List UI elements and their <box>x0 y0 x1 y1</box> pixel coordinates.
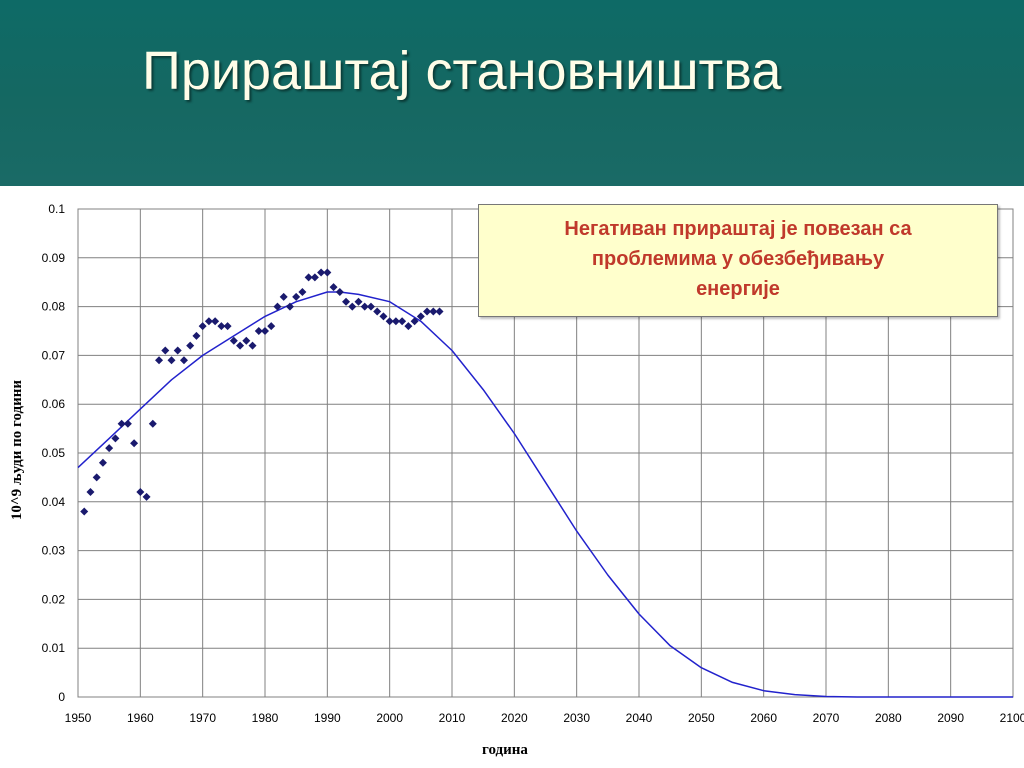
data-point <box>155 356 164 365</box>
y-tick-label: 0.09 <box>42 251 66 265</box>
data-point <box>161 346 170 355</box>
slide-title: Прираштај становништва <box>142 41 782 101</box>
y-tick-label: 0.03 <box>42 544 66 558</box>
data-point <box>167 356 176 365</box>
data-point <box>348 302 357 311</box>
y-tick-label: 0.06 <box>42 397 66 411</box>
y-tick-label: 0.02 <box>42 592 66 606</box>
y-axis-title: 10^9 људи по години <box>9 380 25 520</box>
y-tick-label: 0.08 <box>42 300 66 314</box>
x-tick-label: 1950 <box>65 711 92 725</box>
data-point <box>186 341 195 350</box>
callout-line: проблемима у обезбеђивању <box>591 248 885 270</box>
data-point <box>173 346 182 355</box>
data-point <box>298 287 307 296</box>
data-point <box>267 322 276 331</box>
data-point <box>285 302 294 311</box>
data-point <box>98 458 107 467</box>
data-point <box>242 336 251 345</box>
x-tick-label: 1980 <box>252 711 279 725</box>
y-axis-ticks: 0 0.01 0.02 0.03 0.04 0.05 0.06 0.07 0.08 0.09 0.1 <box>42 202 66 704</box>
x-axis-ticks: 1950 1960 1970 1980 1990 2000 2010 2020 2030 2040… <box>65 711 1024 725</box>
data-point <box>111 434 120 443</box>
x-tick-label: 2080 <box>875 711 902 725</box>
x-tick-label: 2040 <box>626 711 653 725</box>
data-point <box>304 273 313 282</box>
data-point <box>217 322 226 331</box>
data-point <box>211 317 220 326</box>
y-tick-label: 0.04 <box>42 495 66 509</box>
x-tick-label: 2030 <box>563 711 590 725</box>
data-point <box>416 312 425 321</box>
data-point <box>92 473 101 482</box>
data-point <box>310 273 319 282</box>
x-tick-label: 1960 <box>127 711 154 725</box>
x-tick-label: 2050 <box>688 711 715 725</box>
y-tick-label: 0.05 <box>42 446 66 460</box>
title-banner: Прираштај становништва <box>0 0 1024 186</box>
data-point <box>323 268 332 277</box>
data-point <box>86 488 95 497</box>
x-axis-title: година <box>482 742 528 758</box>
data-point <box>117 419 126 428</box>
data-point <box>136 488 145 497</box>
y-tick-label: 0 <box>58 690 65 704</box>
data-point <box>236 341 245 350</box>
data-point <box>373 307 382 316</box>
data-points-group <box>80 268 444 516</box>
x-tick-label: 2010 <box>439 711 466 725</box>
fitted-curve-group <box>77 291 1013 698</box>
data-point <box>317 268 326 277</box>
data-point <box>354 297 363 306</box>
data-point <box>192 331 201 340</box>
data-point <box>329 283 338 292</box>
data-point <box>261 327 269 335</box>
y-tick-label: 0.07 <box>42 348 66 362</box>
data-point <box>229 336 238 345</box>
y-tick-label: 0.1 <box>48 202 65 216</box>
data-point <box>292 292 301 301</box>
callout-line: Негативан прираштај је повезан са <box>564 218 912 240</box>
data-point <box>404 322 413 331</box>
x-tick-label: 2090 <box>937 711 964 725</box>
x-tick-label: 2070 <box>813 711 840 725</box>
callout-box: Негативан прираштај је повезан са пробле… <box>478 204 998 317</box>
data-point <box>105 444 114 453</box>
x-tick-label: 2020 <box>501 711 528 725</box>
data-point <box>379 312 388 321</box>
data-point <box>429 307 438 316</box>
data-point <box>273 302 282 311</box>
data-point <box>391 317 400 326</box>
callout-line: енергије <box>696 278 780 300</box>
data-point <box>254 327 263 335</box>
data-point <box>179 356 188 365</box>
y-tick-label: 0.01 <box>42 641 66 655</box>
data-point <box>80 507 89 516</box>
x-tick-label: 2100 <box>1000 711 1024 725</box>
x-tick-label: 1990 <box>314 711 341 725</box>
x-tick-label: 2060 <box>750 711 777 725</box>
data-point <box>423 307 432 316</box>
data-point <box>360 302 369 311</box>
data-point <box>123 419 132 428</box>
data-point <box>248 341 257 350</box>
fitted-curve-line <box>77 291 1013 698</box>
data-point <box>342 297 351 306</box>
data-point <box>410 317 419 326</box>
data-point <box>204 317 213 326</box>
data-point <box>130 439 139 448</box>
data-point <box>223 322 232 331</box>
data-point <box>335 287 344 296</box>
data-point <box>198 322 207 331</box>
x-tick-label: 1970 <box>189 711 216 725</box>
data-point <box>398 317 407 326</box>
data-point <box>142 492 151 501</box>
data-point <box>385 317 394 326</box>
data-point <box>366 302 375 311</box>
data-point <box>148 419 157 428</box>
data-point <box>435 307 444 316</box>
x-tick-label: 2000 <box>376 711 403 725</box>
data-point <box>279 292 288 301</box>
